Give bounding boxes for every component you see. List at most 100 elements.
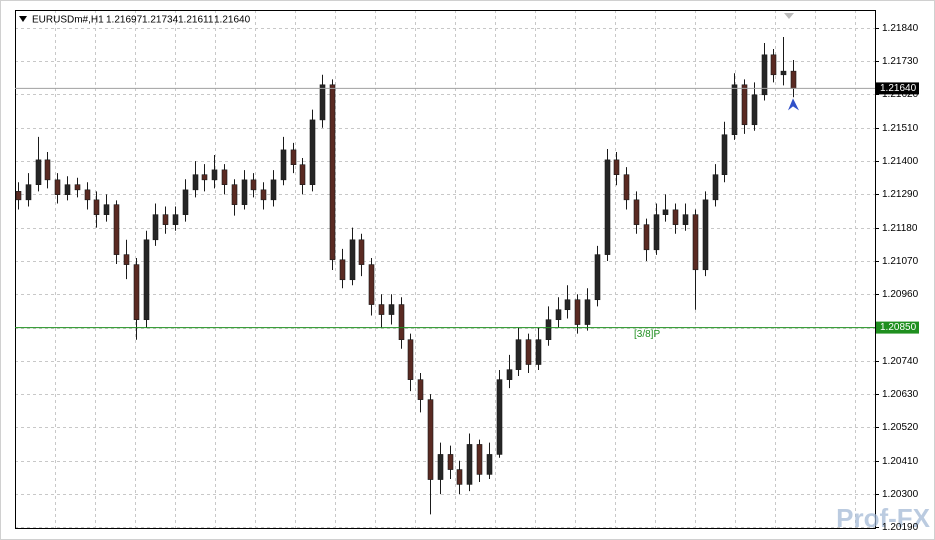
candle-body [672,209,679,225]
candle-body [84,189,91,201]
level-label: [3/8]P [634,329,660,340]
candle-body [172,214,179,225]
last-price-arrow [788,98,799,111]
candle-body [329,84,336,261]
candle-body [349,239,356,281]
candle-body [290,149,297,166]
candle-body [574,299,581,325]
y-tick-label: 1.21730 [882,56,919,67]
candle-body [93,199,100,215]
candle-body [731,84,738,136]
candle-body [682,214,689,225]
candle-body [221,169,228,185]
y-tick-label: 1.21290 [882,189,919,200]
candle-body [702,199,709,271]
candle-body [545,319,552,340]
candle-body [35,159,42,185]
candle-body [270,179,277,201]
price-box [876,82,919,95]
candle-body [74,184,81,191]
candle-body [201,174,208,181]
candle-body [123,254,130,265]
candle-body [613,159,620,175]
candle-body [309,119,316,185]
candle-body [653,214,660,251]
y-tick-label: 1.20960 [882,289,919,300]
candle-body [152,214,159,241]
y-tick-label: 1.21070 [882,256,919,267]
candle-body [231,184,238,205]
candle-body [378,304,385,315]
candle-body [437,454,444,480]
shift-marker [784,13,794,19]
candle-body [211,169,218,181]
candle-body [143,239,150,321]
candle-body [721,134,728,175]
candle-body [790,70,797,89]
candle-body [535,339,542,365]
candle-body [113,204,120,255]
candle-body [54,179,61,195]
y-tick-label: 1.21400 [882,156,919,167]
level-value-label: 1.20850 [880,322,917,333]
y-tick-label: 1.21180 [882,223,918,234]
candle-body [594,254,601,301]
header-open: 1.21697 [106,15,143,26]
candle-body [103,204,110,215]
candle-body [398,304,405,340]
candle-body [476,444,483,475]
candle-body [358,239,365,265]
candle-body [633,199,640,225]
candle-body [407,339,414,380]
candle-body [751,94,758,126]
candle-body [250,179,257,191]
candle-body [770,54,777,76]
candle-body [260,189,267,201]
y-tick-label: 1.20740 [882,356,919,367]
candle-body [780,70,787,76]
candle-body [133,264,140,321]
candle-body [584,299,591,325]
candle-body [555,309,562,321]
menu-arrow[interactable] [19,16,27,22]
candle-body [496,379,503,455]
header-close: 1.21640 [214,15,251,26]
candle-body [241,179,248,205]
price-value-label: 1.21640 [880,83,917,94]
candle-body [192,174,199,191]
candle-body [15,191,22,201]
y-tick-label: 1.20300 [882,489,919,500]
header-high: 1.21734 [142,15,179,26]
candle-body [44,159,51,181]
candle-body [299,164,306,185]
candle-body [280,149,287,181]
candle-body [25,184,32,201]
candle-body [506,369,513,380]
candle-body [339,259,346,281]
candle-body [692,214,699,271]
candle-body [388,304,395,315]
candle-body [604,159,611,255]
y-tick-label: 1.21620 [882,89,919,100]
candle-body [466,444,473,485]
y-tick-label: 1.20630 [882,389,919,400]
candle-body [564,299,571,311]
candle-body [712,174,719,201]
watermark: Prof-FX [836,503,931,533]
candle-body [741,84,748,126]
candle-body [662,209,669,215]
candle-body [182,189,189,215]
y-tick-label: 1.21840 [882,23,919,34]
candle-body [456,469,463,485]
grid-layer [15,10,875,528]
header-low: 1.21611 [178,15,214,26]
level-box [876,321,919,334]
y-tick-label: 1.21510 [882,123,919,134]
candle-body [643,224,650,251]
candle-body [447,454,454,470]
plot-border [15,10,876,529]
candle-body [486,454,493,475]
candle-body [64,184,71,195]
candle-body [417,379,424,400]
